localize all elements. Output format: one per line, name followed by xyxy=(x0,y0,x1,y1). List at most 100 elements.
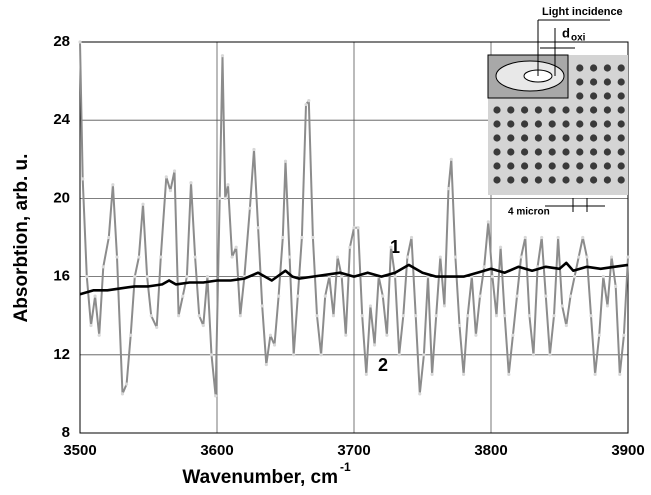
point xyxy=(601,275,605,279)
point xyxy=(81,177,85,181)
point xyxy=(319,353,323,357)
x-axis-label-sup: -1 xyxy=(340,460,351,474)
dot xyxy=(493,134,501,142)
y-tick-label: 16 xyxy=(53,268,70,285)
dot xyxy=(493,162,501,170)
point xyxy=(283,159,288,163)
dot xyxy=(576,92,584,100)
dot xyxy=(534,176,543,184)
dot xyxy=(590,106,598,114)
dot xyxy=(576,106,584,114)
dot xyxy=(603,134,612,142)
point xyxy=(519,255,523,259)
point xyxy=(430,372,434,376)
dot xyxy=(617,120,625,128)
dot xyxy=(590,92,598,100)
x-tick-label: 3500 xyxy=(63,442,96,459)
point xyxy=(155,325,159,330)
point xyxy=(111,183,115,187)
point xyxy=(327,275,331,279)
point xyxy=(193,255,197,259)
point xyxy=(577,255,581,259)
point xyxy=(626,255,630,259)
dot xyxy=(603,64,612,72)
point xyxy=(214,394,218,398)
plot-frame xyxy=(79,41,629,434)
dot xyxy=(534,134,543,142)
point xyxy=(307,99,311,103)
point xyxy=(304,102,308,107)
point xyxy=(89,323,93,328)
y-axis-label: Absorbtion, arb. u. xyxy=(11,154,32,323)
dot xyxy=(603,148,612,156)
dot xyxy=(562,120,570,128)
point xyxy=(364,372,368,376)
dot-array xyxy=(493,64,625,184)
point xyxy=(486,220,490,224)
dot xyxy=(534,148,543,156)
point xyxy=(490,275,494,279)
y-tick-label: 12 xyxy=(53,346,70,363)
point xyxy=(223,196,227,200)
dot xyxy=(576,64,584,72)
point xyxy=(168,188,173,193)
dot xyxy=(562,148,570,156)
dot xyxy=(590,78,598,86)
dot xyxy=(507,106,515,114)
point xyxy=(462,372,466,376)
point xyxy=(564,323,568,328)
point xyxy=(300,235,304,240)
dot xyxy=(548,148,556,156)
point xyxy=(218,196,222,200)
point xyxy=(340,275,344,279)
point xyxy=(393,275,397,279)
point xyxy=(531,353,536,357)
point xyxy=(405,255,410,259)
point xyxy=(189,181,193,185)
dot xyxy=(617,64,625,72)
point xyxy=(466,314,470,318)
dot xyxy=(576,134,584,142)
point xyxy=(352,226,356,230)
dot xyxy=(548,120,556,128)
point xyxy=(226,183,230,187)
point xyxy=(149,314,153,318)
dot xyxy=(576,120,584,128)
point xyxy=(507,372,511,376)
point xyxy=(145,275,149,279)
annotation: 1 xyxy=(390,237,400,257)
dot xyxy=(548,162,556,170)
dot xyxy=(548,134,556,142)
point xyxy=(482,265,486,269)
point xyxy=(457,323,462,328)
point xyxy=(453,255,457,259)
point xyxy=(618,372,622,376)
point xyxy=(344,333,348,337)
dot xyxy=(521,148,529,156)
y-tick-label: 28 xyxy=(53,33,70,50)
point xyxy=(446,187,451,191)
x-tick-label: 3800 xyxy=(474,442,507,459)
point xyxy=(360,314,364,318)
y-tick-label: 8 xyxy=(62,424,70,441)
point xyxy=(288,255,292,259)
point xyxy=(348,245,352,249)
point xyxy=(397,353,401,357)
point xyxy=(438,255,442,259)
point xyxy=(442,304,447,308)
x-tick-label: 3600 xyxy=(200,442,233,459)
dot xyxy=(576,162,584,170)
dot xyxy=(534,120,543,128)
point xyxy=(264,362,268,367)
point xyxy=(201,323,205,328)
dot xyxy=(507,120,515,128)
inset-label: d xyxy=(562,25,570,40)
point xyxy=(181,294,185,298)
inset-label: 4 micron xyxy=(508,207,550,218)
point xyxy=(414,314,418,318)
dot xyxy=(493,106,501,114)
point xyxy=(107,235,111,240)
point xyxy=(503,314,507,318)
dot xyxy=(507,176,515,184)
